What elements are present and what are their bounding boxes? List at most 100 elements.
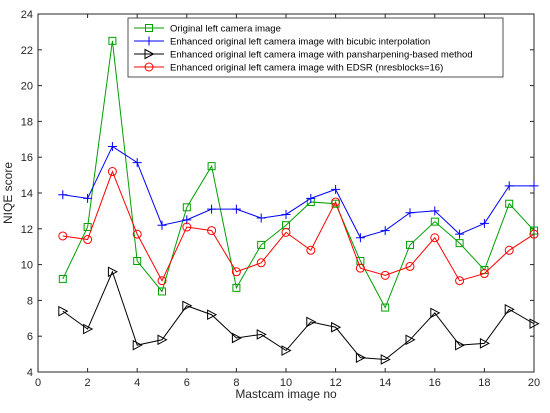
data-point	[157, 334, 168, 346]
data-point	[132, 339, 143, 351]
data-point	[256, 258, 266, 268]
legend: Original left camera image Enhanced origi…	[127, 17, 504, 78]
data-point	[455, 239, 464, 248]
y-tick-label: 12	[21, 224, 33, 236]
y-tick-label: 20	[21, 81, 33, 93]
data-point	[306, 316, 317, 328]
x-tick-label: 18	[478, 377, 490, 389]
legend-item: Enhanced original left camera image with…	[134, 48, 473, 61]
legend-label: Enhanced original left camera image with…	[170, 63, 443, 74]
data-point	[380, 270, 390, 280]
data-point	[133, 257, 142, 266]
data-point	[231, 204, 241, 214]
data-point	[529, 318, 540, 330]
series-2	[58, 141, 539, 243]
data-point	[479, 338, 490, 349]
data-point	[257, 240, 266, 249]
series-line	[62, 270, 535, 360]
data-point	[207, 162, 216, 171]
data-point	[430, 206, 440, 216]
y-tick-label: 10	[21, 260, 33, 272]
data-point	[529, 229, 539, 239]
series-3	[58, 266, 540, 365]
x-tick-label: 16	[429, 377, 441, 389]
data-point	[182, 300, 193, 312]
series-layer	[58, 36, 540, 365]
data-point	[405, 334, 416, 346]
data-point	[231, 267, 241, 277]
data-point	[504, 304, 515, 315]
legend-box	[127, 17, 504, 78]
data-point	[504, 181, 514, 191]
series-4	[58, 167, 539, 286]
data-point	[107, 141, 117, 151]
data-point	[530, 226, 538, 235]
data-point	[306, 245, 316, 255]
legend-marker	[144, 36, 154, 46]
x-tick-label: 14	[379, 377, 391, 389]
data-point	[107, 167, 117, 177]
y-tick-label: 16	[21, 152, 33, 164]
data-point	[504, 245, 514, 255]
data-point	[132, 229, 142, 239]
data-point	[529, 181, 539, 191]
data-point	[479, 218, 489, 228]
x-tick-label: 6	[184, 377, 190, 389]
data-point	[381, 303, 390, 312]
y-tick-label: 4	[27, 367, 33, 379]
data-point	[430, 307, 441, 319]
data-point	[107, 266, 118, 278]
series-line	[62, 170, 535, 282]
data-point	[430, 233, 440, 243]
data-point	[455, 339, 466, 351]
data-point	[83, 223, 92, 232]
data-point	[331, 197, 341, 207]
legend-item: Enhanced original left camera image with…	[134, 36, 430, 48]
legend-label: Enhanced original left camera image with…	[170, 37, 430, 48]
data-point	[256, 213, 266, 223]
data-point	[231, 332, 242, 344]
y-tick-label: 8	[27, 295, 33, 307]
data-point	[281, 227, 291, 237]
legend-item: Original left camera image	[134, 24, 281, 35]
legend-label: Original left camera image	[170, 24, 281, 35]
data-point	[281, 209, 291, 219]
y-tick-label: 24	[21, 9, 33, 21]
x-tick-label: 8	[233, 377, 239, 389]
legend-label: Enhanced original left camera image with…	[170, 50, 473, 61]
data-point	[455, 276, 465, 286]
x-tick-label: 2	[85, 377, 91, 389]
data-point	[157, 276, 167, 286]
data-point	[158, 287, 166, 296]
data-point	[182, 203, 191, 212]
data-point	[380, 354, 391, 365]
legend-item: Enhanced original left camera image with…	[134, 62, 443, 74]
data-point	[406, 240, 414, 249]
y-tick-label: 14	[21, 188, 33, 200]
data-point	[207, 226, 217, 236]
data-point	[83, 193, 93, 203]
data-point	[58, 231, 68, 241]
data-point	[331, 321, 342, 333]
x-tick-label: 0	[35, 377, 41, 389]
data-point	[455, 229, 465, 239]
data-point	[405, 261, 415, 271]
x-tick-label: 20	[528, 377, 540, 389]
data-point	[505, 199, 514, 208]
series-line	[62, 40, 535, 309]
data-point	[355, 233, 365, 243]
data-point	[83, 323, 94, 335]
data-point	[232, 283, 241, 292]
data-point	[157, 220, 167, 230]
data-point	[430, 217, 439, 226]
data-point	[58, 190, 68, 200]
data-point	[58, 305, 69, 317]
series-line	[62, 145, 534, 239]
data-point	[182, 222, 192, 232]
data-point	[331, 184, 341, 194]
data-point	[306, 193, 316, 203]
y-tick-label: 18	[21, 116, 33, 128]
legend-marker	[144, 62, 154, 72]
